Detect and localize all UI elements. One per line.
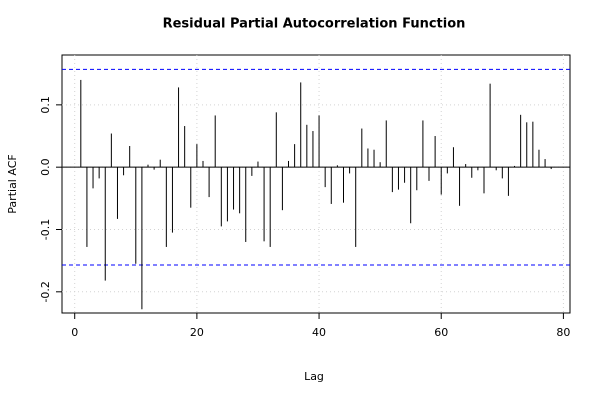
y-tick-label: -0.1	[39, 219, 52, 240]
x-tick-label: 40	[312, 326, 326, 339]
y-tick-label: 0.1	[39, 96, 52, 114]
x-tick-label: 80	[556, 326, 570, 339]
x-axis-label: Lag	[304, 370, 324, 383]
chart-title: Residual Partial Autocorrelation Functio…	[163, 17, 466, 32]
x-tick-label: 60	[434, 326, 448, 339]
x-tick-label: 20	[190, 326, 204, 339]
y-tick-label: 0.0	[39, 158, 52, 176]
x-tick-label: 0	[71, 326, 78, 339]
plot-frame	[61, 54, 571, 314]
y-tick-label: -0.2	[39, 281, 52, 302]
y-axis-label: Partial ACF	[6, 154, 19, 213]
